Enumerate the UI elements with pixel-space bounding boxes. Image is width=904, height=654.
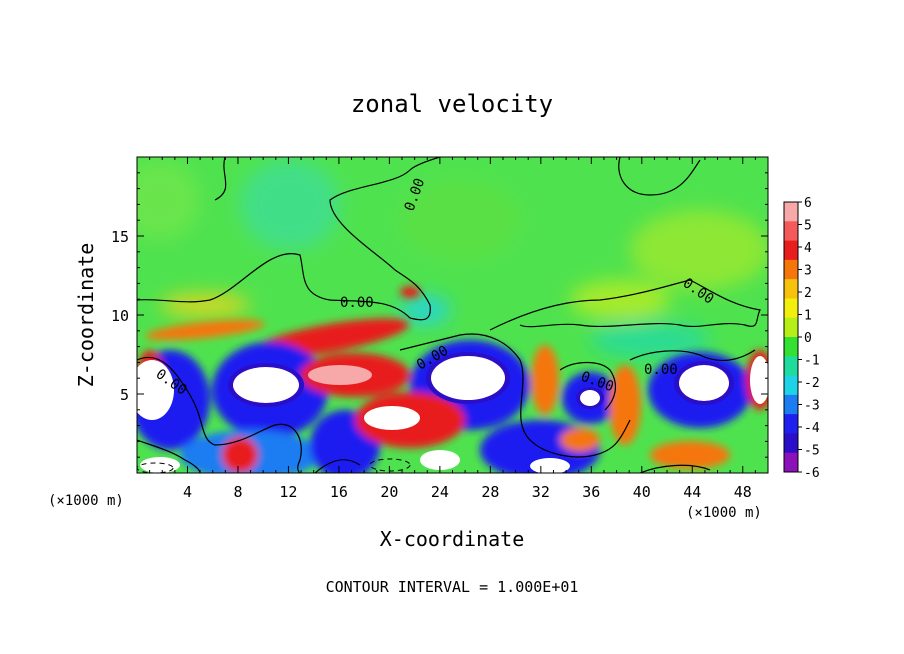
- colorbar-swatch: [784, 279, 798, 299]
- x-tick-label: 12: [279, 483, 297, 501]
- colorbar-swatch: [784, 337, 798, 357]
- colorbar: 6 5 4 3 2 1 0 -1 -2 -3 -4 -5 -6: [783, 196, 820, 481]
- colorbar-label: -2: [804, 376, 820, 391]
- x-tick-label: 4: [183, 483, 192, 501]
- x-tick-label: 16: [330, 483, 348, 501]
- y-tick-label: 10: [111, 307, 129, 325]
- x-unit-label-right: (×1000 m): [686, 505, 762, 521]
- x-tick-label: 28: [481, 483, 499, 501]
- x-tick-label: 40: [633, 483, 651, 501]
- colorbar-swatch: [784, 394, 798, 415]
- x-unit-label: (×1000 m): [48, 493, 124, 509]
- x-tick-label: 36: [582, 483, 600, 501]
- colorbar-label: 6: [804, 196, 812, 211]
- colorbar-swatch: [784, 202, 798, 222]
- y-tick-label: 5: [120, 386, 129, 404]
- x-tick-label: 48: [734, 483, 752, 501]
- colorbar-swatch: [784, 298, 798, 319]
- contour-label: 0.00: [644, 362, 678, 378]
- colorbar-swatch: [784, 259, 798, 280]
- colorbar-swatch: [784, 375, 798, 396]
- x-tick-label: 8: [233, 483, 242, 501]
- x-tick-label: 20: [380, 483, 398, 501]
- colorbar-label: 4: [804, 241, 812, 256]
- x-tick-label: 32: [532, 483, 550, 501]
- x-tick-label: 24: [431, 483, 449, 501]
- colorbar-swatch: [784, 433, 798, 454]
- y-axis-title: Z-coordinate: [74, 243, 98, 388]
- colorbar-label: -6: [804, 466, 820, 481]
- colorbar-swatch: [784, 356, 798, 377]
- colorbar-label: -1: [804, 354, 820, 369]
- contour-labels: 0.00 0.00 0.00 0.00 0.00 0.00 0.00: [153, 176, 717, 398]
- colorbar-label: 1: [804, 309, 812, 324]
- colorbar-swatch: [784, 221, 798, 242]
- colorbar-label: 0: [804, 331, 812, 346]
- y-tick-label: 15: [111, 228, 129, 246]
- colorbar-swatch: [784, 317, 798, 338]
- colorbar-label: -4: [804, 421, 820, 436]
- colorbar-label: 3: [804, 264, 812, 279]
- colorbar-label: 5: [804, 219, 812, 234]
- contour-label: 0.00: [340, 295, 374, 311]
- chart-title: zonal velocity: [351, 90, 553, 118]
- colorbar-label: -3: [804, 399, 820, 414]
- colorbar-swatch: [784, 452, 798, 473]
- colorbar-swatch: [784, 414, 798, 434]
- contour-interval-note: CONTOUR INTERVAL = 1.000E+01: [326, 578, 579, 596]
- x-axis-title: X-coordinate: [380, 527, 525, 551]
- colorbar-label: -5: [804, 444, 820, 459]
- colorbar-label: 2: [804, 286, 812, 301]
- colorbar-swatch: [784, 240, 798, 261]
- heatmap-field: [137, 157, 768, 473]
- y-axis: 5 10 15: [111, 172, 768, 458]
- x-tick-label: 44: [683, 483, 701, 501]
- x-axis: 4 8 12 16 20 24 28 32 36 40 44 48: [149, 157, 756, 501]
